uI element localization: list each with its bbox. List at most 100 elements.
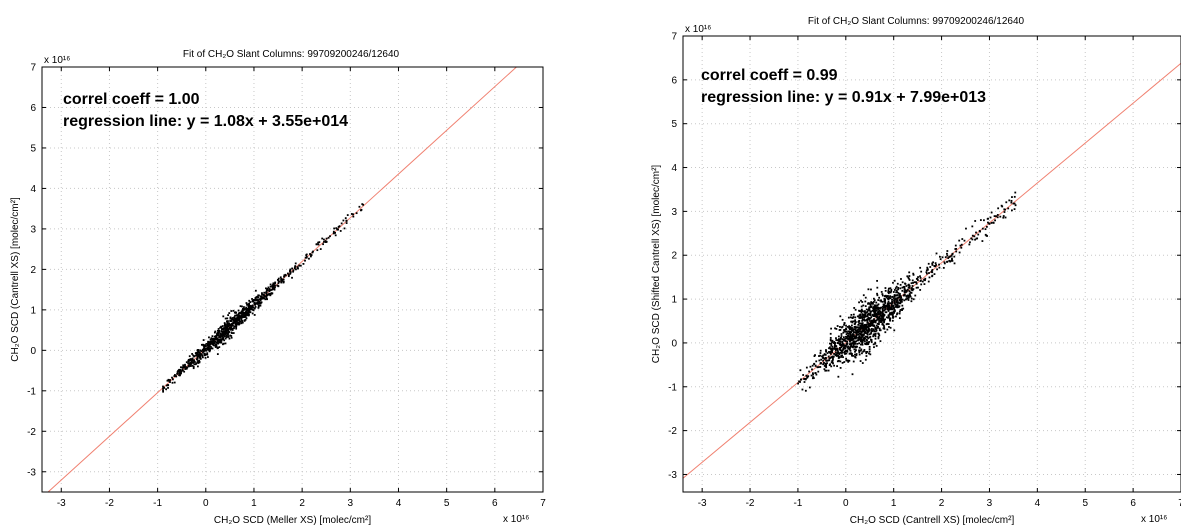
scatter-point — [864, 337, 866, 339]
scatter-point — [909, 290, 911, 292]
scatter-point — [260, 299, 262, 301]
scatter-point — [346, 222, 348, 224]
scatter-point — [841, 342, 843, 344]
scatter-point — [846, 351, 848, 353]
scatter-point — [1015, 204, 1017, 206]
scatter-point — [242, 322, 244, 324]
scatter-point — [874, 343, 876, 345]
scatter-point — [876, 325, 878, 327]
scatter-point — [877, 294, 879, 296]
scatter-point — [893, 291, 895, 293]
scatter-point — [278, 278, 280, 280]
scatter-point — [847, 330, 849, 332]
scatter-point — [911, 282, 913, 284]
scatter-point — [893, 297, 895, 299]
scatter-point — [232, 322, 234, 324]
scatter-point — [935, 262, 937, 264]
scatter-point — [896, 290, 898, 292]
scatter-point — [191, 360, 193, 362]
scatter-point — [888, 301, 890, 303]
scatter-point — [871, 328, 873, 330]
scatter-point — [234, 319, 236, 321]
regression-line — [42, 43, 543, 498]
scatter-point — [266, 298, 268, 300]
scatter-point — [876, 280, 878, 282]
scatter-point — [803, 378, 805, 380]
scatter-point — [904, 290, 906, 292]
scatter-point — [227, 333, 229, 335]
scatter-point — [214, 336, 216, 338]
scatter-point — [887, 291, 889, 293]
scatter-point — [892, 282, 894, 284]
scatter-point — [870, 289, 872, 291]
scatter-point — [848, 335, 850, 337]
scatter-point — [948, 260, 950, 262]
scatter-point — [359, 206, 361, 208]
scatter-point — [842, 326, 844, 328]
scatter-point — [183, 371, 185, 373]
scatter-point — [920, 280, 922, 282]
scatter-point — [220, 334, 222, 336]
scatter-point — [839, 344, 841, 346]
scatter-point — [931, 275, 933, 277]
scatter-point — [853, 348, 855, 350]
scatter-point — [974, 220, 976, 222]
scatter-point — [880, 311, 882, 313]
scatter-point — [844, 322, 846, 324]
scatter-point — [917, 276, 919, 278]
scatter-point — [971, 225, 973, 227]
scatter-point — [230, 316, 232, 318]
y-tick-label: 2 — [671, 251, 677, 262]
scatter-point — [178, 370, 180, 372]
scatter-point — [868, 342, 870, 344]
x-tick-label: 2 — [299, 498, 305, 509]
y-tick-label: 6 — [30, 103, 36, 114]
scatter-point — [204, 344, 206, 346]
scatter-point — [839, 360, 841, 362]
scatter-point — [229, 338, 231, 340]
scatter-point — [897, 298, 899, 300]
scatter-point — [889, 287, 891, 289]
scatter-point — [882, 308, 884, 310]
scatter-point — [854, 319, 856, 321]
scatter-point — [853, 361, 855, 363]
scatter-point — [905, 285, 907, 287]
scatter-point — [361, 209, 363, 211]
scatter-point — [859, 327, 861, 329]
x-axis-multiplier: x 10¹⁶ — [503, 514, 529, 525]
scatter-point — [243, 308, 245, 310]
scatter-point — [851, 325, 853, 327]
scatter-point — [295, 263, 297, 265]
scatter-point — [994, 215, 996, 217]
scatter-point — [333, 228, 335, 230]
scatter-point — [852, 317, 854, 319]
scatter-point — [845, 358, 847, 360]
scatter-point — [829, 364, 831, 366]
scatter-point — [811, 375, 813, 377]
scatter-point — [995, 215, 997, 217]
scatter-point — [210, 339, 212, 341]
scatter-point — [220, 340, 222, 342]
scatter-point — [224, 335, 226, 337]
scatter-point — [229, 325, 231, 327]
scatter-point — [345, 217, 347, 219]
scatter-point — [944, 261, 946, 263]
scatter-point — [291, 268, 293, 270]
scatter-point — [907, 289, 909, 291]
scatter-point — [848, 333, 850, 335]
scatter-point — [913, 288, 915, 290]
scatter-point — [877, 327, 879, 329]
scatter-point — [928, 272, 930, 274]
scatter-point — [879, 329, 881, 331]
scatter-point — [878, 320, 880, 322]
scatter-point — [869, 346, 871, 348]
scatter-point — [202, 354, 204, 356]
scatter-point — [808, 371, 810, 373]
scatter-point — [913, 274, 915, 276]
scatter-point — [220, 326, 222, 328]
scatter-point — [233, 310, 235, 312]
scatter-point — [830, 339, 832, 341]
scatter-point — [230, 310, 232, 312]
scatter-point — [189, 355, 191, 357]
scatter-point — [866, 355, 868, 357]
